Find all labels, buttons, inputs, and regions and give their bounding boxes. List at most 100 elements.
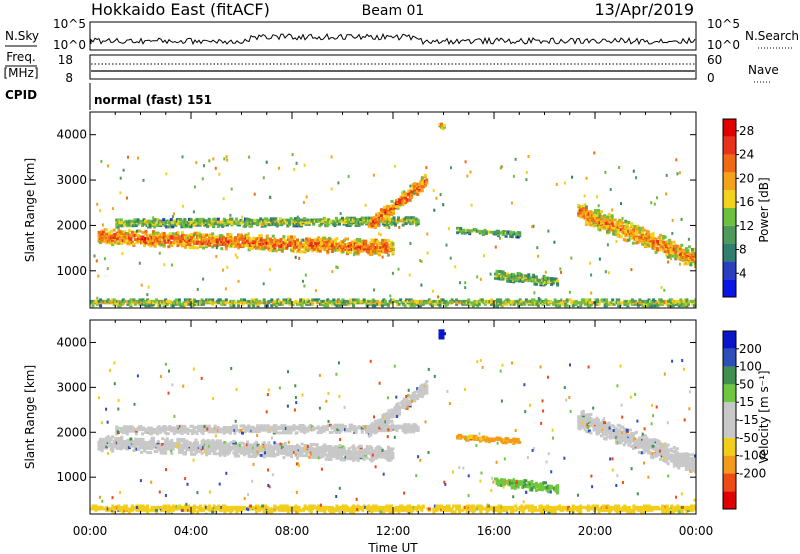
echo-cell (396, 205, 400, 209)
echo-cell (164, 234, 168, 238)
echo-cell (609, 216, 613, 220)
echo-cell (627, 226, 631, 230)
echo-cell (542, 274, 546, 278)
echo-cell (171, 447, 175, 451)
scatter-cell (620, 202, 622, 206)
echo-cell (206, 220, 210, 224)
echo-cell (180, 219, 184, 223)
scatter-cell (287, 297, 290, 301)
echo-cell (456, 226, 460, 230)
scatter-cell (303, 163, 306, 167)
echo-cell (597, 302, 601, 306)
echo-cell (518, 272, 522, 276)
echo-cell (367, 447, 371, 451)
figure-title: Hokkaido East (fitACF) (91, 0, 270, 19)
echo-cell (597, 208, 600, 212)
echo-cell (103, 237, 107, 240)
echo-cell (245, 223, 249, 227)
echo-cell (139, 219, 143, 223)
echo-cell (103, 232, 107, 236)
echo-cell (276, 298, 280, 302)
echo-cell (171, 232, 175, 236)
echo-cell (577, 203, 581, 207)
scatter-cell (278, 166, 280, 170)
echo-cell (215, 235, 219, 239)
echo-cell (317, 242, 321, 246)
echo-cell (205, 301, 209, 305)
y-tick-label: 1000 (56, 264, 87, 278)
echo-cell (651, 235, 655, 239)
echo-cell (468, 230, 472, 234)
echo-cell (256, 424, 260, 428)
scatter-cell (127, 155, 129, 159)
scatter-cell (225, 155, 228, 159)
echo-cell (126, 438, 130, 442)
freq-left-tick-bottom: 8 (65, 71, 73, 85)
echo-cell (132, 242, 136, 246)
noise-trace (90, 32, 696, 46)
echo-cell (585, 298, 589, 302)
echo-cell (651, 243, 655, 247)
echo-cell (144, 443, 148, 447)
echo-cell (317, 248, 321, 252)
scatter-cell (381, 255, 384, 259)
scatter-cell (585, 176, 588, 180)
scatter-cell (547, 229, 550, 233)
echo-cell (690, 253, 694, 257)
echo-cell (211, 298, 215, 302)
scatter-cell (527, 155, 530, 158)
y-tick-label: 3000 (56, 173, 87, 187)
scatter-cell (337, 181, 340, 185)
echo-cell (283, 431, 287, 435)
echo-cell (159, 430, 163, 434)
echo-cell (144, 304, 148, 308)
echo-region (367, 173, 429, 229)
echo-cell (610, 218, 614, 222)
echo-cell (276, 239, 280, 243)
colorbar-segment (723, 136, 736, 155)
echo-cell (158, 304, 162, 308)
scatter-cell (396, 303, 399, 307)
echo-cell (239, 428, 243, 432)
echo-cell (226, 452, 230, 456)
scatter-cell (204, 238, 206, 242)
echo-cell (396, 198, 400, 202)
echo-cell (205, 233, 209, 237)
echo-cell (327, 222, 331, 226)
scatter-cell (635, 176, 638, 180)
echo-cell (376, 248, 380, 252)
echo-cell (600, 215, 603, 219)
echo-cell (241, 431, 244, 435)
freq-label: Freq. (6, 50, 36, 64)
echo-cell (290, 235, 293, 239)
echo-cell (194, 438, 198, 442)
echo-cell (353, 298, 357, 302)
scatter-cell (583, 194, 586, 198)
echo-cell (366, 216, 370, 220)
echo-cell (155, 231, 159, 235)
echo-cell (647, 230, 650, 234)
echo-cell (333, 248, 337, 252)
scatter-cell (303, 284, 306, 288)
scatter-cell (138, 261, 141, 265)
echo-cell (582, 298, 586, 302)
echo-cell (676, 299, 680, 303)
echo-cell (477, 229, 481, 233)
echo-cell (338, 444, 342, 447)
echo-cell (143, 440, 146, 444)
scatter-cell (280, 301, 283, 305)
echo-cell (126, 232, 130, 235)
freq-right-tick-bottom: 0 (707, 71, 715, 85)
scatter-cell (385, 226, 388, 229)
echo-cell (185, 234, 189, 238)
echo-cell (126, 299, 130, 303)
echo-cell (508, 299, 512, 303)
echo-cell (147, 299, 151, 303)
echo-cell (156, 439, 160, 443)
echo-cell (138, 229, 142, 233)
echo-cell (114, 233, 118, 236)
echo-cell (215, 242, 219, 246)
scatter-cell (615, 239, 618, 243)
echo-cell (693, 304, 696, 308)
echo-cell (362, 216, 366, 220)
